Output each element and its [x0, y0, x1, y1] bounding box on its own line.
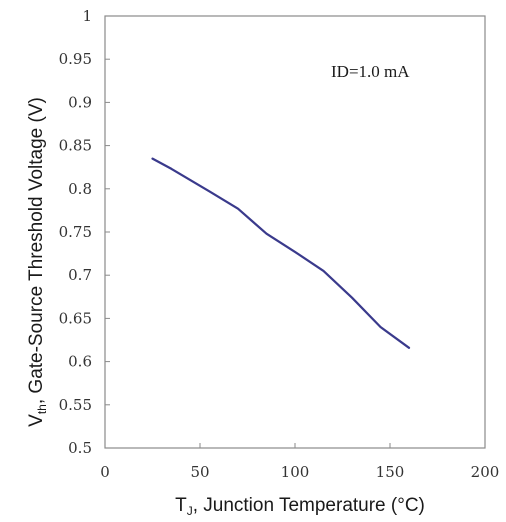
- y-tick-label: 0.7: [68, 266, 92, 284]
- y-tick-label: 0.5: [68, 439, 92, 457]
- x-tick-label: 100: [281, 463, 310, 481]
- series-line: [151, 157, 411, 349]
- y-tick-label: 0.9: [68, 93, 92, 111]
- y-axis-title: Vth, Gate-Source Threshold Voltage (V): [26, 97, 49, 427]
- y-tick-label: 0.85: [59, 137, 92, 155]
- y-tick-label: 0.65: [59, 309, 92, 327]
- y-tick-label: 0.75: [59, 223, 92, 241]
- plot-frame: [104, 15, 486, 449]
- x-tick-label: 50: [190, 463, 209, 481]
- y-axis-ticks: 0.5 0.55 0.6 0.65 0.7 0.75 0.8 0.85 0.9 0.95 1: [59, 7, 110, 457]
- y-tick-label: 0.8: [68, 180, 92, 198]
- x-tick-label: 150: [376, 463, 405, 481]
- y-tick-label: 1: [82, 7, 92, 25]
- y-tick-label: 0.6: [68, 353, 92, 371]
- data-points: [152, 159, 409, 348]
- x-axis-title: TJ, Junction Temperature (°C): [175, 495, 425, 518]
- x-tick-label: 200: [471, 463, 500, 481]
- x-axis-ticks: 0 50 100 150 200: [100, 443, 499, 481]
- y-tick-label: 0.55: [59, 396, 92, 414]
- annotation: ID=1.0 mA: [331, 62, 410, 81]
- x-tick-label: 0: [100, 463, 110, 481]
- y-tick-label: 0.95: [59, 50, 92, 68]
